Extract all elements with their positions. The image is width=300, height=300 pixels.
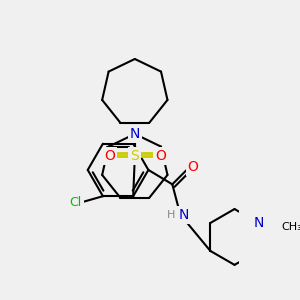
Text: N: N xyxy=(254,216,264,230)
Text: H: H xyxy=(167,210,175,220)
Text: N: N xyxy=(130,127,140,141)
Text: N: N xyxy=(178,208,189,222)
Text: S: S xyxy=(130,149,139,163)
Text: O: O xyxy=(188,160,199,174)
Text: Cl: Cl xyxy=(70,196,82,209)
Text: CH₃: CH₃ xyxy=(282,222,300,232)
Text: O: O xyxy=(104,149,115,163)
Text: O: O xyxy=(155,149,166,163)
